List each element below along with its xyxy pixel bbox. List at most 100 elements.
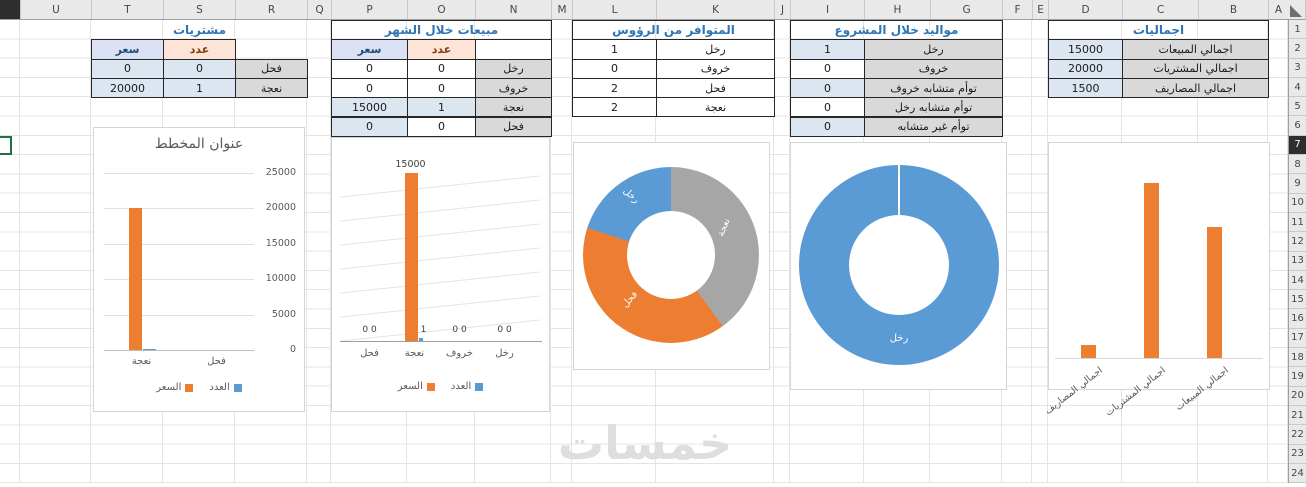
monthly-header-count[interactable]: عدد [407, 39, 476, 60]
row-header-11[interactable]: 11 [1289, 213, 1306, 233]
purchases-title[interactable]: مشتريات [172, 23, 227, 38]
births-label-cell[interactable]: رخل [864, 39, 1003, 60]
available-donut-chart[interactable]: رخل فحل نعجة [573, 142, 770, 370]
row-header-10[interactable]: 10 [1289, 194, 1306, 213]
purchases-header-price[interactable]: سعر [91, 39, 164, 60]
column-header-E[interactable]: E [1032, 0, 1048, 19]
available-value-cell[interactable]: 2 [572, 97, 657, 118]
totals-value-cell[interactable]: 15000 [1048, 39, 1123, 60]
row-header-21[interactable]: 21 [1289, 406, 1306, 426]
row-header-2[interactable]: 2 [1289, 39, 1306, 59]
purchases-chart[interactable]: عنوان المخطط 0 5000 10000 15000 20000 25000 فحل… [93, 127, 305, 412]
purchases-count-cell[interactable]: 1 [163, 77, 236, 99]
totals-label-cell[interactable]: اجمالي المشتريات [1122, 58, 1269, 79]
monthly-count-cell[interactable]: 0 [407, 58, 476, 79]
column-header-P[interactable]: P [331, 0, 407, 19]
column-header-R[interactable]: R [235, 0, 307, 19]
monthly-price-cell[interactable]: 0 [331, 77, 408, 99]
row-header-9[interactable]: 9 [1289, 174, 1306, 194]
column-header-O[interactable]: O [407, 0, 475, 19]
totals-label-cell[interactable]: اجمالي المبيعات [1122, 39, 1269, 60]
monthly-sales-title[interactable]: مبيعات خلال الشهر [331, 20, 552, 41]
row-header-17[interactable]: 17 [1289, 329, 1306, 349]
monthly-count-cell[interactable]: 1 [407, 97, 476, 118]
available-value-cell[interactable]: 0 [572, 58, 657, 79]
purchases-count-cell[interactable]: 0 [163, 58, 236, 79]
column-header-T[interactable]: T [91, 0, 163, 19]
row-header-8[interactable]: 8 [1289, 155, 1306, 175]
available-value-cell[interactable]: 2 [572, 77, 657, 99]
row-header-18[interactable]: 18 [1289, 348, 1306, 368]
row-header-4[interactable]: 4 [1289, 78, 1306, 98]
row-header-22[interactable]: 22 [1289, 425, 1306, 445]
column-header-N[interactable]: N [475, 0, 551, 19]
births-label-cell[interactable]: خروف [864, 58, 1003, 79]
births-value-cell[interactable]: 0 [790, 58, 865, 79]
monthly-price-cell[interactable]: 15000 [331, 97, 408, 118]
column-header-A[interactable]: A [1268, 0, 1288, 19]
births-label-cell[interactable]: توأم غير متشابه [864, 116, 1003, 137]
monthly-count-cell[interactable]: 0 [407, 116, 476, 137]
row-header-15[interactable]: 15 [1289, 290, 1306, 310]
totals-label-cell[interactable]: اجمالي المصاريف [1122, 77, 1269, 99]
column-header-B[interactable]: B [1198, 0, 1268, 19]
row-header-7[interactable]: 7 [1289, 135, 1306, 156]
totals-value-cell[interactable]: 20000 [1048, 58, 1123, 79]
purchases-header-count[interactable]: عدد [163, 39, 236, 60]
births-value-cell[interactable]: 1 [790, 39, 865, 60]
row-header-14[interactable]: 14 [1289, 271, 1306, 291]
monthly-price-cell[interactable]: 0 [331, 58, 408, 79]
column-header-U[interactable]: U [20, 0, 91, 19]
monthly-label-cell[interactable]: خروف [475, 77, 552, 99]
monthly-label-cell[interactable]: فحل [475, 116, 552, 137]
column-header-L[interactable]: L [572, 0, 656, 19]
column-header-K[interactable]: K [656, 0, 774, 19]
column-header-M[interactable]: M [551, 0, 572, 19]
monthly-header-price[interactable]: سعر [331, 39, 408, 60]
births-value-cell[interactable]: 0 [790, 97, 865, 118]
births-value-cell[interactable]: 0 [790, 116, 865, 137]
row-header-19[interactable]: 19 [1289, 367, 1306, 387]
totals-title[interactable]: اجماليات [1048, 20, 1269, 41]
purchases-label-cell[interactable]: نعجة [235, 77, 308, 99]
monthly-label-cell[interactable]: نعجة [475, 97, 552, 118]
available-title[interactable]: المتوافر من الرؤوس [572, 20, 775, 41]
column-header-G[interactable]: G [930, 0, 1002, 19]
purchases-price-cell[interactable]: 0 [91, 58, 164, 79]
column-header-F[interactable]: F [1002, 0, 1032, 19]
column-header-I[interactable]: I [790, 0, 864, 19]
monthly-sales-chart[interactable]: 0 0 رخل 0 0 خروف 15000 1 نعجة 0 0 فحل العدد السعر [331, 137, 550, 412]
purchases-label-cell[interactable]: فحل [235, 58, 308, 79]
monthly-header-blank[interactable] [475, 39, 552, 60]
births-label-cell[interactable]: توأم متشابه رخل [864, 97, 1003, 118]
row-header-5[interactable]: 5 [1289, 97, 1306, 117]
purchases-price-cell[interactable]: 20000 [91, 77, 164, 99]
births-title[interactable]: مواليد خلال المشروع [790, 20, 1003, 41]
select-all-corner[interactable] [1288, 0, 1306, 20]
monthly-price-cell[interactable]: 0 [331, 116, 408, 137]
column-header-H[interactable]: H [864, 0, 930, 19]
births-donut-chart[interactable]: رخل [790, 142, 1007, 390]
row-header-6[interactable]: 6 [1289, 117, 1306, 136]
row-header-24[interactable]: 24 [1289, 464, 1306, 484]
column-header-C[interactable]: C [1122, 0, 1198, 19]
available-value-cell[interactable]: 1 [572, 39, 657, 60]
column-header-selected-partial[interactable] [0, 0, 20, 19]
row-header-3[interactable]: 3 [1289, 59, 1306, 78]
column-header-S[interactable]: S [163, 0, 235, 19]
column-header-D[interactable]: D [1048, 0, 1122, 19]
row-header-1[interactable]: 1 [1289, 20, 1306, 40]
column-header-J[interactable]: J [774, 0, 790, 19]
totals-chart[interactable]: اجمالي المبيعات اجمالي المشتريات اجمالي ال… [1043, 142, 1270, 419]
active-cell[interactable] [0, 135, 12, 156]
monthly-count-cell[interactable]: 0 [407, 77, 476, 99]
births-value-cell[interactable]: 0 [790, 77, 865, 99]
available-label-cell[interactable]: فحل [656, 77, 775, 99]
row-header-23[interactable]: 23 [1289, 445, 1306, 464]
available-label-cell[interactable]: نعجة [656, 97, 775, 118]
totals-value-cell[interactable]: 1500 [1048, 77, 1123, 99]
monthly-label-cell[interactable]: رخل [475, 58, 552, 79]
available-label-cell[interactable]: خروف [656, 58, 775, 79]
row-header-13[interactable]: 13 [1289, 252, 1306, 271]
births-label-cell[interactable]: توأم متشابه خروف [864, 77, 1003, 99]
